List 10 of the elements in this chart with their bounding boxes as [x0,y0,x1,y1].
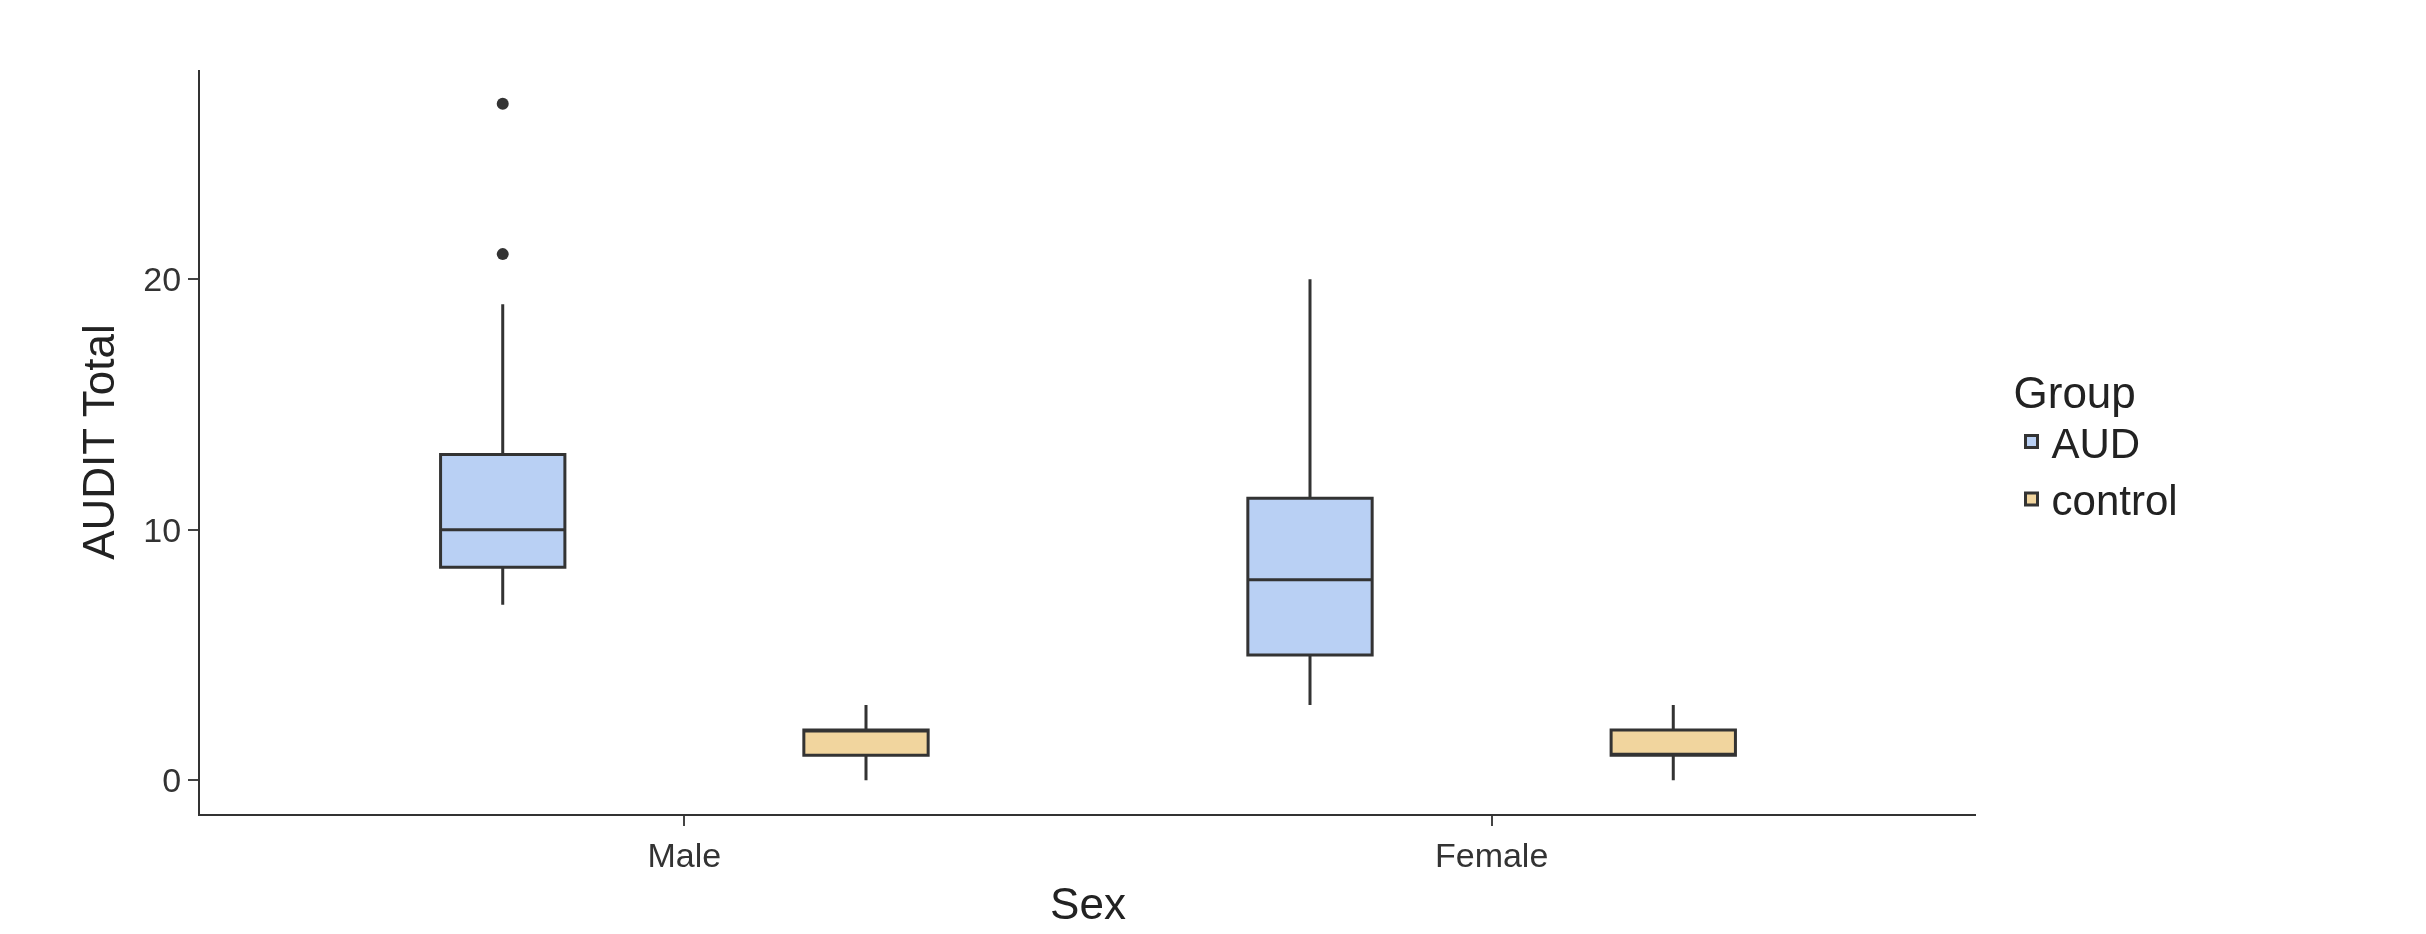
y-tick-label: 20 [143,260,182,299]
y-tick-label: 0 [162,761,182,800]
y-tick-label: 10 [143,510,182,549]
x-tick-label: Male [647,835,722,874]
legend-title: Group [2013,367,2136,417]
y-axis-title: AUDIT Total [73,324,123,560]
x-axis-title: Sex [1050,878,1126,928]
legend-label: AUD [2051,419,2141,467]
x-tick-label: Female [1434,835,1549,874]
legend-label: control [2051,477,2178,525]
